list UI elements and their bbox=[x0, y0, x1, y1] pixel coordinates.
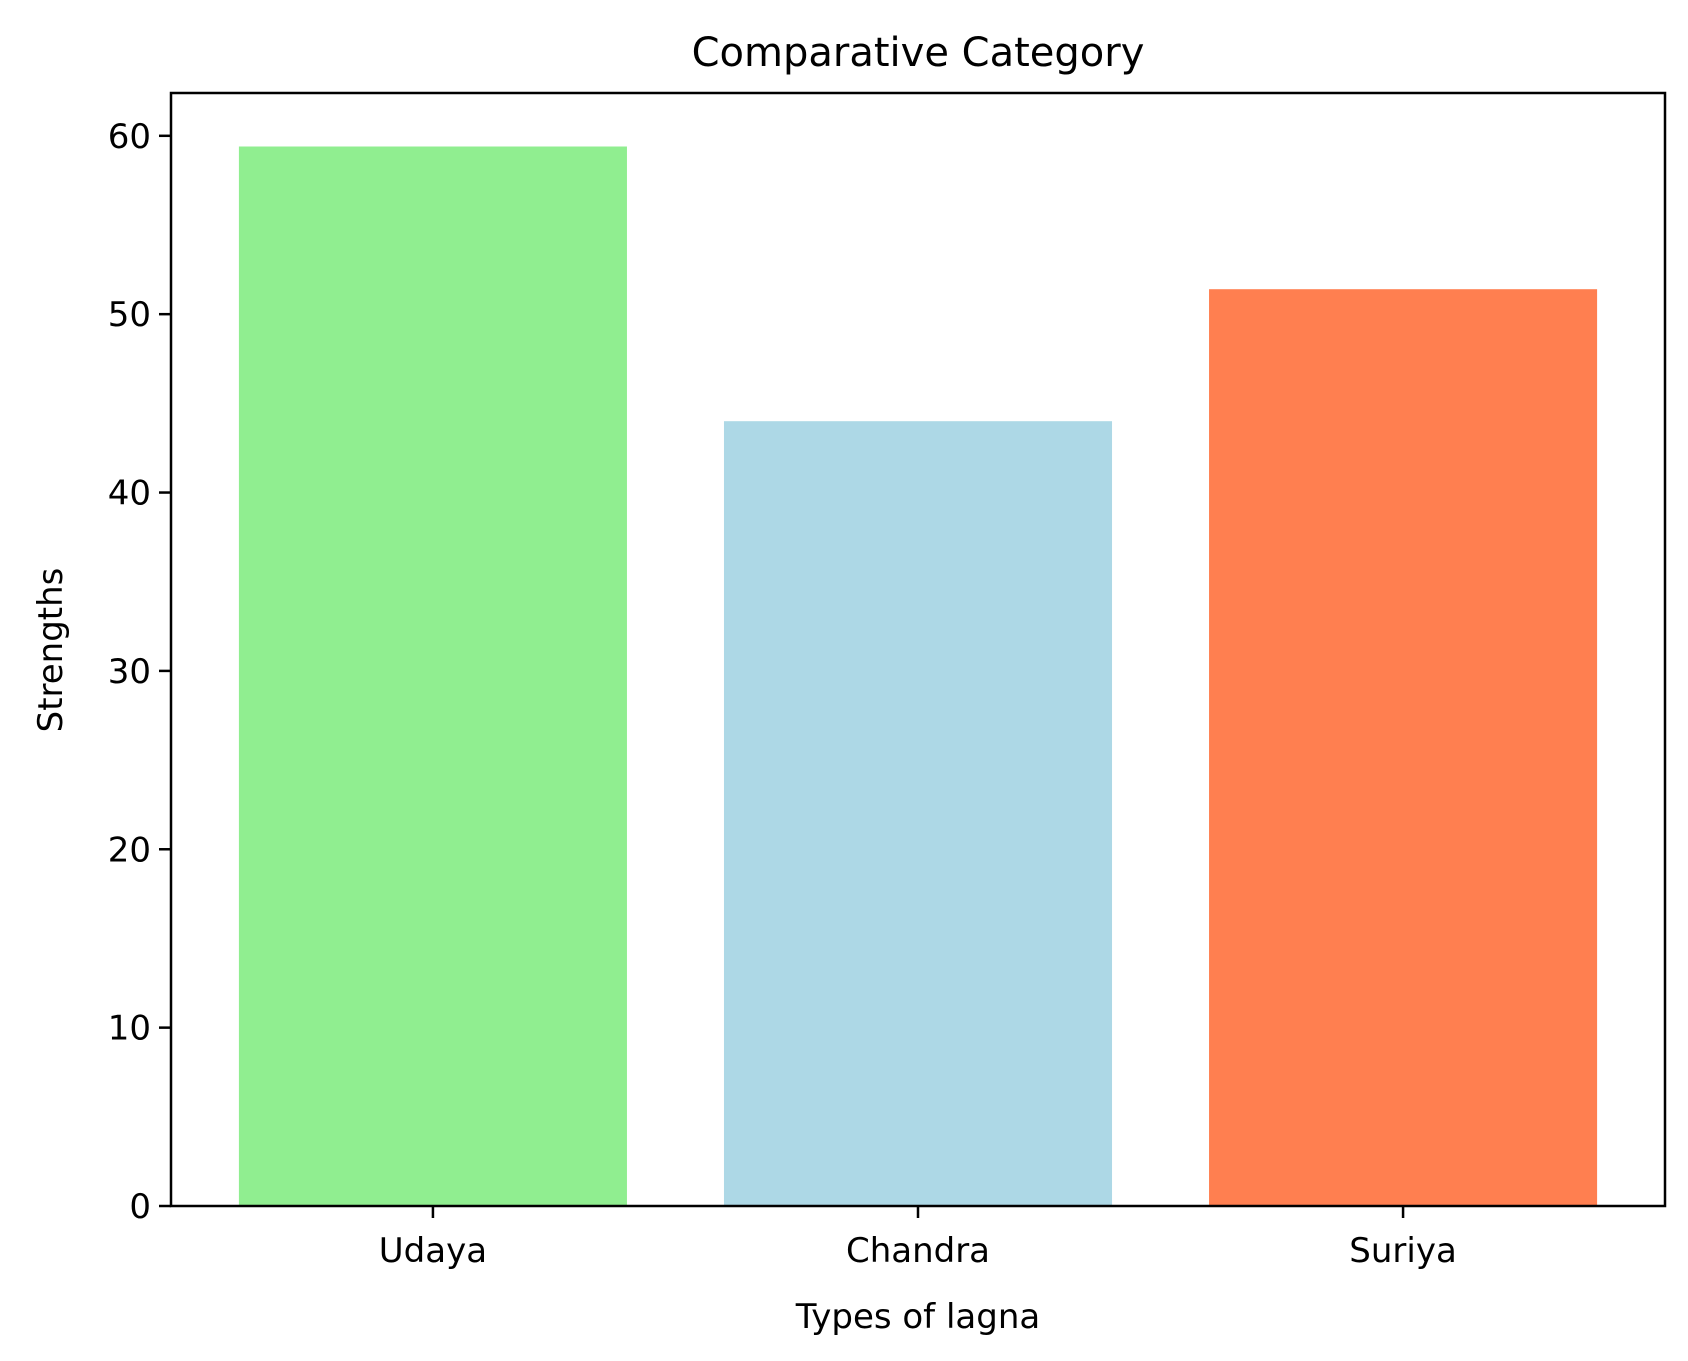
x-tick-label-chandra: Chandra bbox=[846, 1231, 990, 1271]
bars-layer bbox=[238, 146, 1598, 1207]
x-axis-label: Types of lagna bbox=[795, 1297, 1040, 1337]
x-tick-label-udaya: Udaya bbox=[379, 1231, 487, 1271]
bar-chandra bbox=[723, 421, 1113, 1206]
y-tick-label: 50 bbox=[108, 295, 151, 335]
y-tick-label: 60 bbox=[108, 117, 151, 157]
plot-frame bbox=[169, 91, 1667, 1208]
x-tick-label-suriya: Suriya bbox=[1349, 1231, 1457, 1271]
y-axis-label: Strengths bbox=[31, 568, 71, 733]
bar-udaya bbox=[238, 146, 627, 1206]
y-tick-label: 40 bbox=[108, 474, 151, 514]
y-tick-label: 30 bbox=[108, 652, 151, 692]
y-tick-label: 20 bbox=[108, 830, 151, 870]
bar-suriya bbox=[1209, 289, 1598, 1207]
y-tick-label: 10 bbox=[108, 1009, 151, 1049]
y-axis-ticks: 0 10 20 30 40 50 60 bbox=[108, 117, 171, 1227]
chart-title: Comparative Category bbox=[692, 30, 1145, 76]
y-tick-label: 0 bbox=[129, 1187, 151, 1227]
x-axis-ticks: Udaya Chandra Suriya bbox=[379, 1206, 1457, 1271]
